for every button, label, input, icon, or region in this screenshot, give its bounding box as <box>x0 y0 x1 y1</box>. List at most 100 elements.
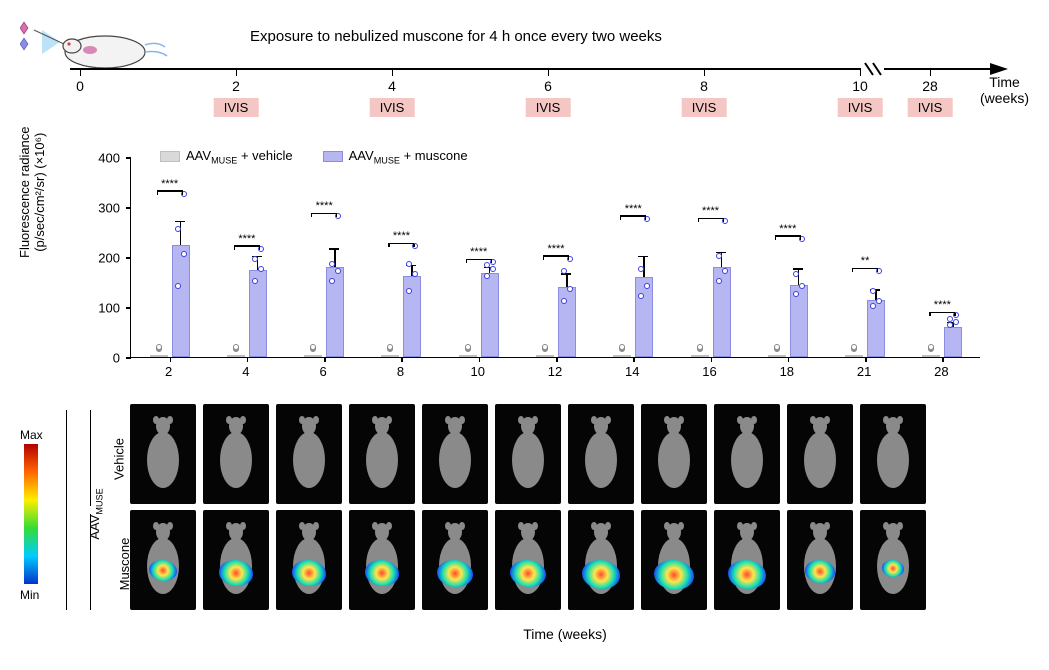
imaging-cell <box>714 404 780 504</box>
significance-label: **** <box>702 205 719 217</box>
data-point <box>947 322 953 328</box>
imaging-cell <box>276 510 342 610</box>
colorbar-min-label: Min <box>20 588 39 602</box>
imaging-cell <box>860 510 926 610</box>
time-axis-label-line1: Time <box>989 74 1020 90</box>
imaging-cell <box>349 510 415 610</box>
y-axis-title: Fluorescence radiance (p/sec/cm²/sr) (×1… <box>17 126 47 258</box>
imaging-row <box>130 510 1000 610</box>
data-point <box>561 268 567 274</box>
x-tick-label: 28 <box>934 364 948 379</box>
fluorescence-blob <box>219 560 253 586</box>
data-point <box>252 278 258 284</box>
imaging-cell <box>203 404 269 504</box>
significance-label: **** <box>547 243 564 255</box>
data-point <box>490 266 496 272</box>
bar-muscone <box>558 287 576 357</box>
ivis-badge: IVIS <box>908 98 953 117</box>
imaging-row <box>130 404 1000 504</box>
imaging-cell <box>422 510 488 610</box>
data-point <box>329 261 335 267</box>
imaging-cell <box>203 510 269 610</box>
fluorescence-blob <box>582 560 620 589</box>
data-point <box>638 293 644 299</box>
y-tick-label: 400 <box>80 151 120 166</box>
timeline-tick-label: 6 <box>544 78 552 94</box>
imaging-cell <box>130 404 196 504</box>
bar-vehicle <box>536 355 554 357</box>
data-point <box>175 226 181 232</box>
fluorescence-blob <box>805 560 835 583</box>
data-point <box>799 283 805 289</box>
bar-muscone <box>944 327 962 357</box>
timeline-arrow <box>70 60 1010 78</box>
data-point <box>406 261 412 267</box>
significance-label: **** <box>393 230 410 242</box>
bar-vehicle <box>922 355 940 357</box>
timeline-caption: Exposure to nebulized muscone for 4 h on… <box>250 28 662 45</box>
ivis-badge: IVIS <box>838 98 883 117</box>
data-point <box>870 288 876 294</box>
imaging-cell <box>349 404 415 504</box>
data-point <box>484 262 490 268</box>
data-point <box>484 273 490 279</box>
x-tick-label: 2 <box>165 364 172 379</box>
colorbar-gradient <box>24 444 38 584</box>
x-tick-label: 6 <box>320 364 327 379</box>
timeline-tick-label: 28 <box>922 78 938 94</box>
significance-label: **** <box>779 223 796 235</box>
ivis-badge: IVIS <box>370 98 415 117</box>
x-tick-label: 4 <box>242 364 249 379</box>
timeline-tick-label: 4 <box>388 78 396 94</box>
data-point <box>793 291 799 297</box>
data-point <box>870 303 876 309</box>
data-point <box>716 253 722 259</box>
data-point <box>644 283 650 289</box>
data-point <box>876 298 882 304</box>
x-tick-label: 8 <box>397 364 404 379</box>
time-axis-label-line2: (weeks) <box>980 90 1029 106</box>
imaging-cell <box>787 510 853 610</box>
bar-vehicle <box>845 355 863 357</box>
time-axis-label: Time (weeks) <box>980 74 1029 106</box>
imaging-row-vehicle-label: Vehicle <box>111 438 126 480</box>
ivis-badge: IVIS <box>526 98 571 117</box>
y-axis-title-line1: Fluorescence radiance <box>17 126 32 258</box>
bar-chart-panel: AAVMUSE + vehicle AAVMUSE + muscone Fluo… <box>20 148 1029 398</box>
data-point <box>258 266 264 272</box>
ivis-badge: IVIS <box>214 98 259 117</box>
data-point <box>412 271 418 277</box>
data-point <box>567 286 573 292</box>
x-tick-label: 14 <box>625 364 639 379</box>
fluorescence-blob <box>510 560 546 587</box>
y-axis-title-line2: (p/sec/cm²/sr) (×10⁶) <box>32 133 47 252</box>
y-tick-label: 100 <box>80 301 120 316</box>
bar-muscone <box>172 245 190 358</box>
imaging-cell <box>495 404 561 504</box>
imaging-cell <box>860 404 926 504</box>
imaging-cell <box>130 510 196 610</box>
y-tick-label: 300 <box>80 201 120 216</box>
imaging-panel: Max Min AAVMUSE Vehicle Muscone Time (we… <box>20 404 1029 644</box>
significance-label: **** <box>470 246 487 258</box>
chart-plot-area: ****************************************… <box>130 158 980 358</box>
timeline-tick-label: 10 <box>852 78 868 94</box>
timeline-panel: Exposure to nebulized muscone for 4 h on… <box>20 20 1029 130</box>
imaging-cell <box>568 404 634 504</box>
significance-label: **** <box>238 233 255 245</box>
data-point <box>716 278 722 284</box>
imaging-x-axis-label: Time (weeks) <box>130 626 1000 642</box>
data-point <box>947 316 953 322</box>
data-point <box>181 251 187 257</box>
fluorescence-blob <box>728 560 766 589</box>
fluorescence-blob <box>654 560 694 590</box>
ivis-badge: IVIS <box>682 98 727 117</box>
y-tick-label: 0 <box>80 351 120 366</box>
bar-muscone <box>867 300 885 358</box>
x-tick-label: 18 <box>780 364 794 379</box>
imaging-cell <box>714 510 780 610</box>
y-tick-label: 200 <box>80 251 120 266</box>
imaging-cell <box>641 510 707 610</box>
data-point <box>561 298 567 304</box>
significance-label: **** <box>161 178 178 190</box>
